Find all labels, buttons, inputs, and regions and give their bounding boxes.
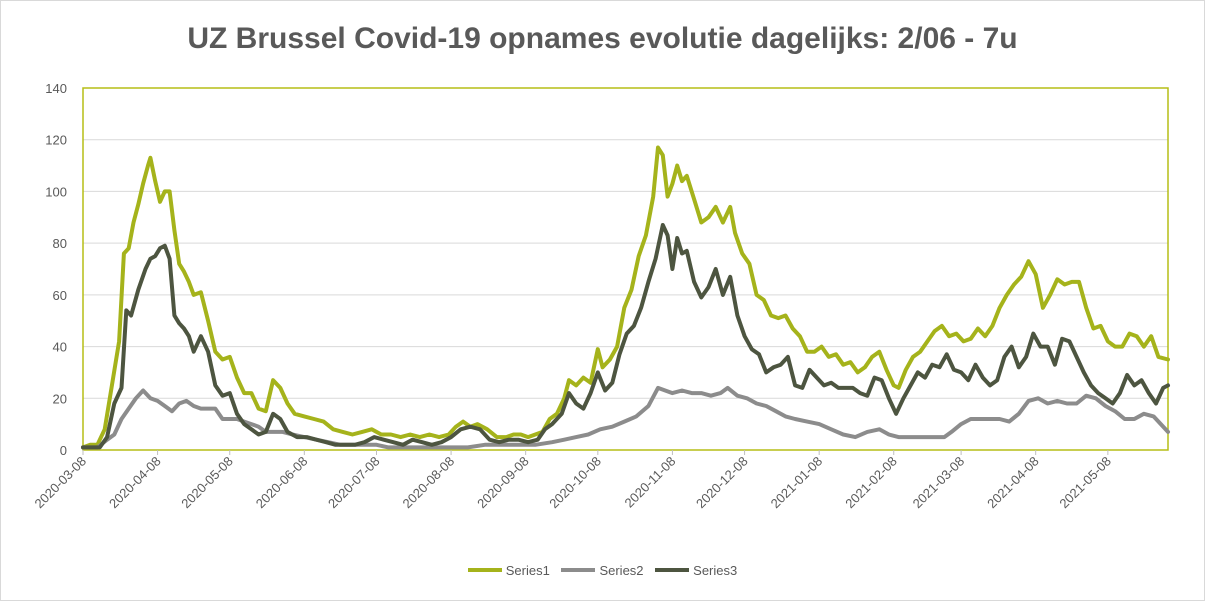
y-tick-label: 80 [53, 236, 67, 251]
legend-swatch-series3 [655, 568, 690, 572]
series-line-2 [81, 385, 1170, 450]
legend-label-series3: Series3 [693, 562, 738, 578]
x-tick-label: 2021-04-08 [984, 454, 1042, 512]
legend: Series1 Series2 Series3 [0, 560, 1205, 578]
plot-area-border [82, 87, 1169, 451]
x-tick-label: 2020-03-08 [31, 454, 89, 512]
x-tick-label: 2020-11-08 [622, 454, 679, 511]
x-tick-label: 2021-02-08 [842, 454, 900, 512]
x-tick-label: 2020-07-08 [325, 454, 383, 512]
x-tick-label: 2020-08-08 [400, 454, 458, 512]
chart-title: UZ Brussel Covid-19 opnames evolutie dag… [187, 22, 1018, 55]
y-tick-label: 140 [45, 81, 67, 96]
legend-swatch-series1 [467, 568, 502, 572]
x-tick-label: 2020-09-08 [474, 454, 532, 512]
legend-item-series3: Series3 [655, 563, 737, 578]
y-tick-label: 60 [53, 288, 67, 303]
gridlines [83, 139, 1168, 399]
y-tick-label: 0 [60, 443, 67, 458]
x-tick-label: 2020-12-08 [693, 454, 751, 512]
series-line-1 [81, 145, 1170, 450]
legend-item-series2: Series2 [561, 562, 644, 578]
x-tick-label: 2021-03-08 [910, 454, 968, 512]
y-tick-label: 40 [53, 340, 67, 355]
y-axis: 0 20 40 60 80 100 120 140 [45, 81, 67, 458]
y-tick-label: 20 [53, 391, 67, 406]
x-tick-label: 2020-06-08 [253, 454, 311, 512]
legend-swatch-series2 [561, 568, 596, 572]
y-tick-label: 100 [45, 184, 67, 199]
series-line-3 [81, 223, 1170, 450]
legend-item-series1: Series1 [467, 562, 550, 578]
x-tick-label: 2020-04-08 [106, 454, 164, 512]
y-tick-label: 120 [45, 133, 67, 148]
series-lines [81, 145, 1170, 450]
legend-label-series1: Series1 [505, 562, 550, 578]
x-tick-label: 2021-01-08 [768, 454, 826, 512]
x-axis: 2020-03-08 2020-04-08 2020-05-08 2020-06-08… [31, 450, 1114, 512]
x-tick-label: 2020-05-08 [178, 454, 236, 512]
x-tick-label: 2020-10-08 [546, 454, 604, 512]
legend-label-series2: Series2 [599, 562, 644, 578]
x-tick-label: 2021-05-08 [1056, 454, 1114, 512]
